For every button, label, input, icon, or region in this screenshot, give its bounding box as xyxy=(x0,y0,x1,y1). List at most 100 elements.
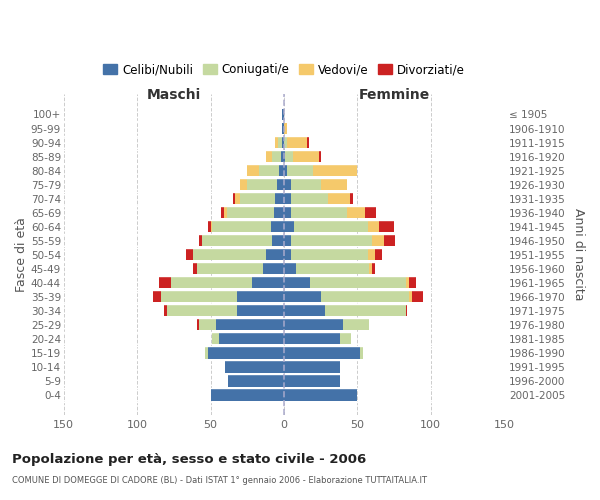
Bar xyxy=(280,165,284,176)
Bar xyxy=(286,151,293,162)
Bar xyxy=(310,277,406,288)
Bar xyxy=(277,179,284,190)
Bar xyxy=(275,137,278,148)
Bar xyxy=(291,193,328,204)
Bar xyxy=(379,221,394,232)
Bar xyxy=(259,165,280,176)
Bar xyxy=(284,249,291,260)
Bar xyxy=(284,375,340,386)
Bar xyxy=(294,221,368,232)
Bar xyxy=(220,333,284,344)
Bar xyxy=(368,249,375,260)
Bar xyxy=(221,207,224,218)
Bar xyxy=(328,193,350,204)
Bar xyxy=(154,291,161,302)
Bar xyxy=(167,305,237,316)
Bar xyxy=(284,123,287,134)
Bar xyxy=(272,151,281,162)
Bar xyxy=(193,249,266,260)
Text: Femmine: Femmine xyxy=(358,88,430,102)
Bar xyxy=(287,165,313,176)
Bar xyxy=(291,207,347,218)
Bar xyxy=(211,389,284,400)
Bar xyxy=(202,235,272,246)
Bar xyxy=(320,291,409,302)
Bar xyxy=(284,291,320,302)
Bar xyxy=(275,193,284,204)
Bar xyxy=(284,263,296,274)
Bar xyxy=(284,137,287,148)
Bar xyxy=(284,319,343,330)
Bar xyxy=(271,221,284,232)
Bar xyxy=(291,235,372,246)
Bar xyxy=(251,277,284,288)
Bar xyxy=(274,207,284,218)
Bar xyxy=(319,151,320,162)
Bar xyxy=(205,347,208,358)
Bar xyxy=(197,319,199,330)
Bar xyxy=(161,291,237,302)
Bar xyxy=(284,361,340,372)
Bar xyxy=(372,263,375,274)
Bar xyxy=(284,151,286,162)
Bar xyxy=(281,151,284,162)
Bar xyxy=(263,263,284,274)
Text: Maschi: Maschi xyxy=(147,88,201,102)
Bar xyxy=(284,221,294,232)
Bar xyxy=(212,333,220,344)
Bar xyxy=(360,347,363,358)
Bar xyxy=(284,305,325,316)
Bar xyxy=(237,291,284,302)
Bar xyxy=(240,193,275,204)
Bar xyxy=(325,305,406,316)
Bar xyxy=(208,221,211,232)
Bar xyxy=(406,277,409,288)
Bar xyxy=(284,179,291,190)
Text: Popolazione per età, sesso e stato civile - 2006: Popolazione per età, sesso e stato civil… xyxy=(12,452,366,466)
Bar xyxy=(247,179,277,190)
Bar xyxy=(199,319,217,330)
Bar xyxy=(340,333,352,344)
Bar xyxy=(283,137,284,148)
Bar xyxy=(240,179,247,190)
Bar xyxy=(227,207,274,218)
Bar xyxy=(235,193,240,204)
Bar xyxy=(193,263,197,274)
Bar xyxy=(287,137,307,148)
Bar xyxy=(313,165,357,176)
Bar xyxy=(228,375,284,386)
Bar xyxy=(199,235,202,246)
Bar xyxy=(217,319,284,330)
Bar xyxy=(224,207,227,218)
Text: COMUNE DI DOMEGGE DI CADORE (BL) - Dati ISTAT 1° gennaio 2006 - Elaborazione TUT: COMUNE DI DOMEGGE DI CADORE (BL) - Dati … xyxy=(12,476,427,485)
Bar xyxy=(171,277,251,288)
Bar xyxy=(278,137,283,148)
Bar xyxy=(197,263,263,274)
Bar xyxy=(284,389,357,400)
Bar xyxy=(350,193,353,204)
Legend: Celibi/Nubili, Coniugati/e, Vedovi/e, Divorziati/e: Celibi/Nubili, Coniugati/e, Vedovi/e, Di… xyxy=(98,58,469,81)
Bar xyxy=(365,207,376,218)
Bar xyxy=(284,333,340,344)
Bar xyxy=(266,249,284,260)
Bar xyxy=(372,235,383,246)
Bar xyxy=(284,165,287,176)
Bar xyxy=(412,291,423,302)
Bar xyxy=(225,361,284,372)
Bar xyxy=(208,347,284,358)
Bar xyxy=(307,137,309,148)
Bar xyxy=(383,235,395,246)
Bar xyxy=(284,347,360,358)
Bar xyxy=(233,193,235,204)
Bar xyxy=(284,277,310,288)
Bar xyxy=(272,235,284,246)
Bar xyxy=(369,263,372,274)
Bar xyxy=(237,305,284,316)
Bar xyxy=(284,207,291,218)
Bar xyxy=(291,179,320,190)
Bar xyxy=(283,108,284,120)
Bar xyxy=(164,305,167,316)
Bar xyxy=(185,249,193,260)
Y-axis label: Fasce di età: Fasce di età xyxy=(15,217,28,292)
Bar xyxy=(343,319,369,330)
